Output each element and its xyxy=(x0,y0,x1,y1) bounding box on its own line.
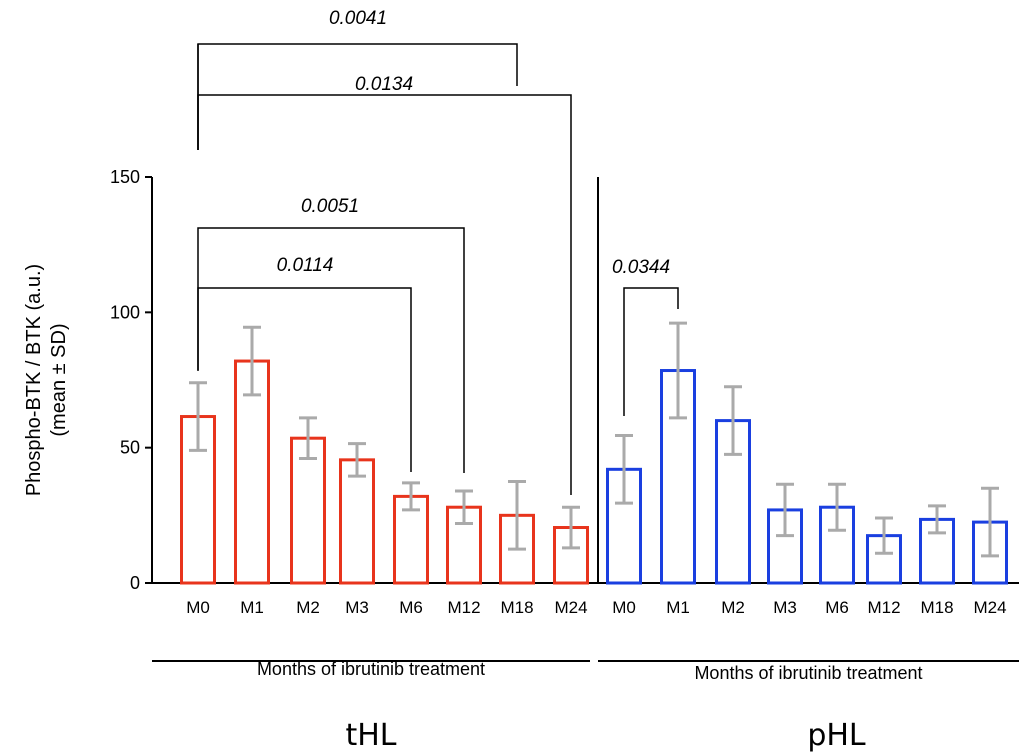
significance-brackets xyxy=(197,43,679,495)
significance-bracket xyxy=(197,43,518,150)
significance-bracket xyxy=(623,287,679,416)
bar-pHL-M6 xyxy=(819,505,855,585)
y-tick-label: 150 xyxy=(110,167,140,187)
x-tick-label: M0 xyxy=(612,598,636,617)
x-tick-label: M6 xyxy=(825,598,849,617)
group-label: tHL xyxy=(345,718,396,753)
y-tick-label: 0 xyxy=(130,573,140,593)
y-tick-label: 50 xyxy=(120,438,140,458)
x-tick-label: M24 xyxy=(554,598,587,617)
p-value-label: 0.0041 xyxy=(329,8,387,29)
y-tick-label: 100 xyxy=(110,302,140,322)
x-tick-label: M24 xyxy=(973,598,1006,617)
bar-tHL-M3 xyxy=(339,458,375,585)
bar-tHL-M2 xyxy=(290,436,326,585)
x-tick-label: M1 xyxy=(240,598,264,617)
x-axis-label: Months of ibrutinib treatment xyxy=(694,663,922,683)
x-tick-label: M0 xyxy=(186,598,210,617)
y-axis-label-line: Phospho-BTK / BTK (a.u.) xyxy=(23,264,45,496)
p-value-label: 0.0344 xyxy=(612,257,670,278)
p-value-label: 0.0114 xyxy=(277,255,334,276)
bars xyxy=(180,321,1008,585)
text-labels: 0 50 100 150 Phospho-BTK / BTK (a.u.) (mean ±… xyxy=(23,8,1007,753)
x-tick-label: M12 xyxy=(867,598,900,617)
x-tick-label: M3 xyxy=(773,598,797,617)
x-tick-label: M2 xyxy=(296,598,320,617)
p-value-label: 0.0051 xyxy=(301,196,359,217)
x-tick-label: M1 xyxy=(666,598,690,617)
x-tick-label: M6 xyxy=(399,598,423,617)
y-axis-label: Phospho-BTK / BTK (a.u.) (mean ± SD) xyxy=(23,264,70,496)
group-label: pHL xyxy=(807,718,866,753)
significance-bracket xyxy=(197,287,412,472)
x-tick-label: M3 xyxy=(345,598,369,617)
x-tick-label: M18 xyxy=(500,598,533,617)
y-axis-label-line: (mean ± SD) xyxy=(48,323,70,436)
x-tick-label: M12 xyxy=(447,598,480,617)
x-tick-label: M2 xyxy=(721,598,745,617)
x-axis-label: Months of ibrutinib treatment xyxy=(257,659,485,679)
x-tick-label: M18 xyxy=(920,598,953,617)
axes xyxy=(145,176,1019,662)
p-value-label: 0.0134 xyxy=(355,74,413,95)
